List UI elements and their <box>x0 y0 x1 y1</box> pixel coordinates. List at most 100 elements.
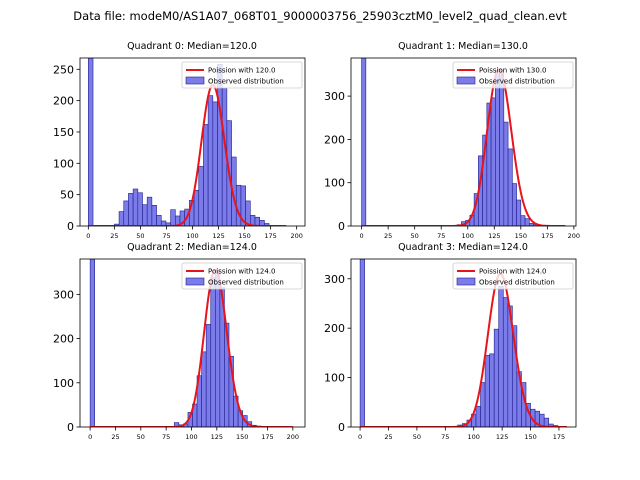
legend-poisson-label: Poission with 130.0 <box>479 67 547 75</box>
axes-frame <box>79 258 306 428</box>
histogram-bar <box>146 196 153 226</box>
y-tick-label: 0 <box>338 421 345 434</box>
quadrant-2-panel: Quadrant 2: Median=124.0 0 25 50 75 100 125 15… <box>53 242 306 441</box>
legend-observed-label: Observed distribution <box>208 78 284 86</box>
legend-observed-swatch <box>185 277 205 286</box>
quadrant-3-panel: Quadrant 3: Median=124.0 0 25 50 75 100 125 15… <box>324 242 577 441</box>
poisson-curve <box>360 272 567 427</box>
x-tick-label: 200 <box>568 232 580 240</box>
x-tick-label: 150 <box>238 232 250 240</box>
histogram-bar <box>203 124 209 226</box>
x-tick-label: 25 <box>111 433 119 441</box>
legend: Poission with 120.0 Observed distribution <box>181 61 303 89</box>
x-tick-label: 75 <box>437 232 445 240</box>
x-tick-label: 0 <box>86 232 90 240</box>
x-tick-label: 75 <box>162 232 170 240</box>
y-tick-label: 100 <box>324 177 345 190</box>
histogram-bar <box>118 211 125 226</box>
histogram-bar <box>502 297 509 427</box>
histogram-bar <box>142 204 148 226</box>
y-tick-label: 100 <box>53 377 74 390</box>
y-tick-label: 150 <box>53 126 74 139</box>
histogram-bar <box>480 382 486 427</box>
histogram-bar <box>503 121 509 226</box>
histogram-bar <box>198 166 204 226</box>
y-tick-label: 0 <box>67 220 74 233</box>
histogram-bar <box>170 209 176 226</box>
histogram-bar <box>498 285 504 427</box>
poisson-curve <box>88 83 287 226</box>
legend: Poission with 124.0 Observed distribution <box>452 262 574 290</box>
legend-box <box>181 262 303 290</box>
x-tick-label: 0 <box>88 433 92 441</box>
histogram-bar <box>215 269 221 427</box>
histogram-bar <box>264 223 270 226</box>
histogram-bar <box>88 58 94 226</box>
histogram-bar <box>359 259 365 427</box>
x-tick-label: 125 <box>488 232 500 240</box>
x-tick-label: 0 <box>360 232 364 240</box>
histogram-bar <box>132 188 139 226</box>
y-tick-label: 0 <box>338 220 345 233</box>
legend-observed-swatch <box>456 76 476 85</box>
x-tick-label: 75 <box>441 433 449 441</box>
histogram-bar <box>259 220 265 226</box>
x-tick-label: 50 <box>136 232 144 240</box>
x-tick-label: 175 <box>264 232 276 240</box>
histogram-bar <box>493 328 500 427</box>
histogram-bar <box>123 200 129 226</box>
y-tick-label: 250 <box>53 63 74 76</box>
x-tick-label: 175 <box>541 232 553 240</box>
histogram-bar <box>475 405 481 427</box>
quadrant-3-title: Quadrant 3: Median=124.0 <box>398 242 528 253</box>
histogram-bar <box>489 353 495 427</box>
quadrant-2-title: Quadrant 2: Median=124.0 <box>127 242 257 253</box>
x-tick-label: 100 <box>462 232 474 240</box>
axes-frame <box>350 258 577 428</box>
x-tick-label: 200 <box>290 232 302 240</box>
y-tick-label: 200 <box>324 133 345 146</box>
y-tick-label: 200 <box>324 322 345 335</box>
histogram-bar <box>254 216 260 226</box>
legend-observed-label: Observed distribution <box>479 78 555 86</box>
x-tick-label: 25 <box>384 433 392 441</box>
y-tick-label: 200 <box>53 95 74 108</box>
legend-box <box>452 262 574 290</box>
axes-frame <box>350 57 577 227</box>
quadrant-1-plot: 0 25 50 75 100 125 150 175 200 0 100 200 300 Poission… <box>324 57 580 240</box>
y-tick-label: 50 <box>60 189 74 202</box>
x-tick-label: 125 <box>212 232 224 240</box>
x-tick-label: 175 <box>261 433 273 441</box>
legend-observed-swatch <box>456 277 476 286</box>
x-tick-label: 100 <box>185 433 197 441</box>
plot-area <box>361 58 566 226</box>
quadrant-1-panel: Quadrant 1: Median=130.0 0 25 50 75 100 125 15… <box>324 41 580 240</box>
x-tick-label: 150 <box>524 433 536 441</box>
histogram-bar <box>137 192 143 226</box>
y-tick-label: 300 <box>53 288 74 301</box>
histogram-bar <box>499 69 505 226</box>
quadrant-1-title: Quadrant 1: Median=130.0 <box>398 41 528 52</box>
x-tick-label: 100 <box>186 232 198 240</box>
histogram-bar <box>128 193 134 226</box>
legend: Poission with 130.0 Observed distribution <box>452 61 574 89</box>
legend-box <box>181 61 303 89</box>
y-tick-label: 0 <box>67 421 74 434</box>
x-tick-label: 50 <box>411 232 419 240</box>
x-tick-label: 100 <box>468 433 480 441</box>
histogram-bar <box>512 183 517 226</box>
histogram-bar <box>205 324 212 427</box>
quadrant-0-title: Quadrant 0: Median=120.0 <box>127 41 257 52</box>
histogram-bar <box>156 215 162 226</box>
histogram-bar <box>89 259 95 427</box>
histogram-bar <box>201 351 207 427</box>
x-tick-label: 175 <box>553 433 565 441</box>
x-tick-label: 200 <box>287 433 299 441</box>
legend-poisson-label: Poission with 124.0 <box>208 268 276 276</box>
x-tick-label: 50 <box>137 433 145 441</box>
legend: Poission with 124.0 Observed distribution <box>181 262 303 290</box>
poisson-curve <box>90 269 293 427</box>
poisson-curve <box>361 68 566 226</box>
x-tick-label: 150 <box>515 232 527 240</box>
